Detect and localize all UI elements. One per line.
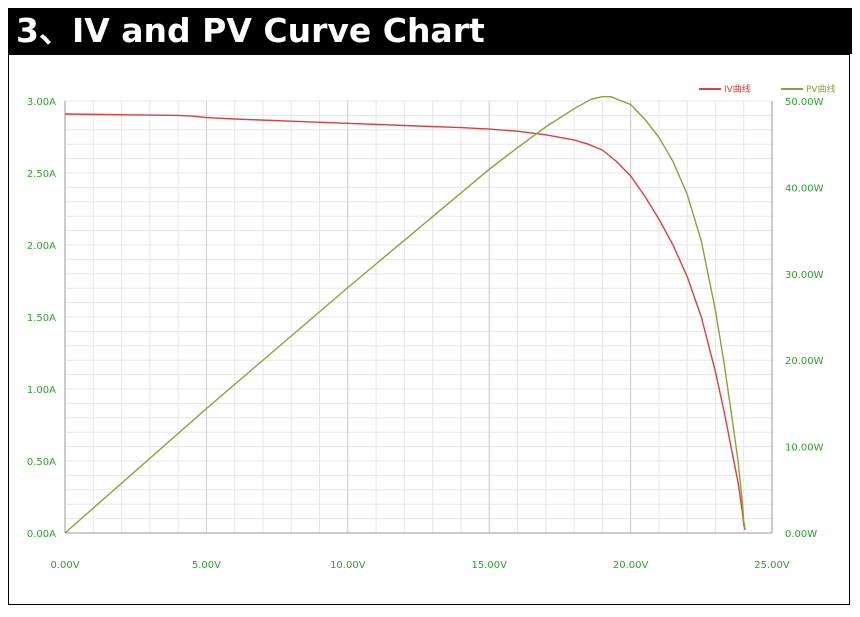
axes bbox=[64, 101, 773, 534]
x-tick-label: 10.00V bbox=[330, 560, 366, 571]
x-tick-label: 25.00V bbox=[754, 560, 790, 571]
series bbox=[64, 96, 746, 534]
page-title: 3、IV and PV Curve Chart bbox=[16, 11, 485, 50]
y-right-tick-label: 10.00W bbox=[785, 443, 824, 454]
y-right-tick-label: 0.00W bbox=[785, 529, 817, 540]
y-right-tick-label: 20.00W bbox=[785, 356, 824, 367]
y-right-tick-labels: 0.00W 10.00W 20.00W 30.00W 40.00W 50.00W bbox=[785, 97, 824, 540]
pv-curve-line bbox=[64, 96, 746, 534]
chart-frame: 0.00A 0.50A 1.00A 1.50A 2.00A 2.50A 3.00A 0.00… bbox=[8, 54, 850, 605]
y-left-tick-label: 0.50A bbox=[27, 457, 56, 468]
y-right-tick-label: 30.00W bbox=[785, 270, 824, 281]
y-left-tick-label: 1.50A bbox=[27, 313, 56, 324]
x-tick-label: 0.00V bbox=[50, 560, 79, 571]
legend-label: IV曲线 bbox=[724, 83, 751, 95]
y-left-tick-label: 2.00A bbox=[27, 241, 56, 252]
iv-curve-line bbox=[64, 113, 746, 531]
y-left-tick-labels: 0.00A 0.50A 1.00A 1.50A 2.00A 2.50A 3.00A bbox=[27, 97, 56, 540]
x-tick-label: 20.00V bbox=[613, 560, 649, 571]
title-bar: 3、IV and PV Curve Chart bbox=[8, 8, 852, 54]
grid bbox=[64, 100, 773, 534]
y-right-tick-label: 50.00W bbox=[785, 97, 824, 108]
x-tick-labels: 0.00V 5.00V 10.00V 15.00V 20.00V 25.00V bbox=[50, 560, 789, 571]
y-right-tick-label: 40.00W bbox=[785, 183, 824, 194]
legend-label: PV曲线 bbox=[806, 83, 836, 95]
x-tick-label: 15.00V bbox=[471, 560, 507, 571]
y-left-tick-label: 2.50A bbox=[27, 169, 56, 180]
y-left-tick-label: 3.00A bbox=[27, 97, 56, 108]
y-left-tick-label: 1.00A bbox=[27, 385, 56, 396]
iv-pv-chart: 0.00A 0.50A 1.00A 1.50A 2.00A 2.50A 3.00A 0.00… bbox=[27, 83, 836, 571]
x-tick-label: 5.00V bbox=[192, 560, 221, 571]
y-left-tick-label: 0.00A bbox=[27, 529, 56, 540]
legend: IV曲线 PV曲线 bbox=[699, 83, 836, 95]
